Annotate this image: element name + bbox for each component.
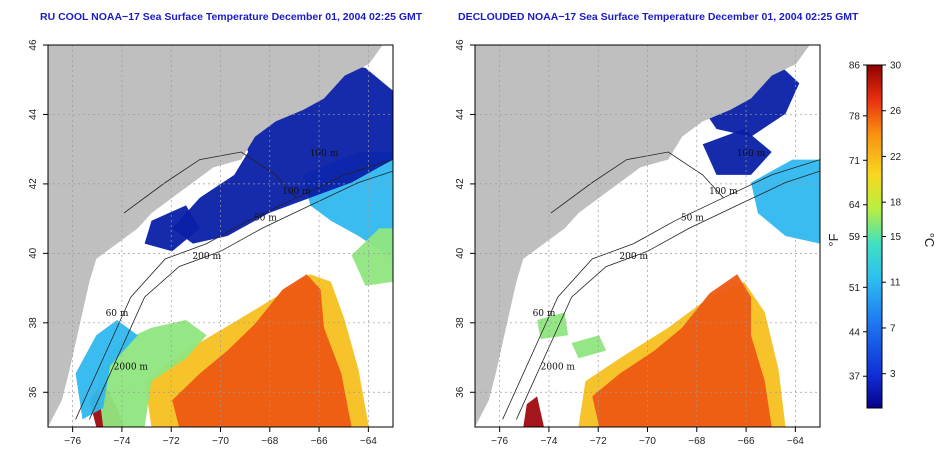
colorbar-fahrenheit-label: 51 — [849, 283, 861, 294]
colorbar-celsius-label: 15 — [890, 232, 902, 243]
right-x-tick-label: −72 — [590, 436, 607, 447]
right-x-tick-label: −70 — [639, 436, 656, 447]
colorbar-celsius-label: 11 — [890, 278, 901, 289]
left-sst-region — [75, 320, 138, 420]
colorbar-fahrenheit-unit: °F — [826, 233, 841, 246]
left-y-tick-label: 36 — [28, 386, 39, 398]
left-x-tick-label: −66 — [311, 436, 328, 447]
right-map-panel: 100 m 100 m 50 m 200 m 60 m 2000 m −76 −74 −72 −7… — [455, 39, 821, 447]
colorbar-fahrenheit-label: 78 — [849, 111, 861, 122]
right-sst-region — [751, 159, 820, 244]
right-isobath-label: 200 m — [619, 252, 648, 262]
right-sst-region — [571, 335, 607, 359]
left-sst-region — [144, 205, 200, 252]
left-sst-region — [172, 60, 393, 244]
left-y-tick-label: 42 — [28, 178, 39, 190]
right-isobath-label: 60 m — [533, 309, 556, 319]
right-y-tick-label: 44 — [455, 108, 466, 120]
right-land-mass — [475, 45, 810, 427]
right-sst-region — [702, 129, 772, 175]
right-isobath-label: 50 m — [681, 214, 704, 224]
colorbar-celsius-label: 18 — [890, 198, 902, 209]
left-isobath-label: 2000 m — [114, 363, 149, 373]
right-x-tick-label: −64 — [787, 436, 804, 447]
right-x-tick-label: −74 — [540, 436, 557, 447]
colorbar-fahrenheit-label: 71 — [849, 156, 861, 167]
right-y-tick-label: 42 — [455, 178, 466, 190]
right-chart-title: DECLOUDED NOAA−17 Sea Surface Temperatur… — [458, 11, 859, 23]
left-x-tick-label: −72 — [163, 436, 180, 447]
left-y-tick-label: 40 — [28, 247, 39, 259]
left-y-tick-label: 38 — [28, 317, 39, 329]
colorbar-gradient — [866, 64, 883, 409]
left-y-tick-label: 44 — [28, 108, 39, 120]
left-x-tick-label: −64 — [360, 436, 377, 447]
right-sst-region — [523, 396, 544, 427]
left-chart-title: RU COOL NOAA−17 Sea Surface Temperature … — [40, 11, 423, 23]
right-isobath-label: 2000 m — [541, 363, 576, 373]
colorbar-fahrenheit-label: 64 — [849, 200, 861, 211]
left-y-tick-label: 46 — [28, 39, 39, 51]
right-x-tick-label: −66 — [738, 436, 755, 447]
right-y-tick-label: 38 — [455, 317, 466, 329]
colorbar-celsius-label: 30 — [890, 61, 902, 72]
right-y-tick-label: 46 — [455, 39, 466, 51]
colorbar-fahrenheit-label: 44 — [849, 327, 861, 338]
colorbar-celsius-label: 22 — [890, 152, 902, 163]
left-isobath-label: 200 m — [192, 252, 221, 262]
left-x-tick-label: −76 — [64, 436, 81, 447]
left-isobath-label: 100 m — [282, 187, 311, 197]
left-x-tick-label: −68 — [261, 436, 278, 447]
right-x-tick-label: −76 — [491, 436, 508, 447]
right-sst-region — [592, 274, 772, 427]
left-isobath-contour — [89, 170, 393, 420]
left-map-panel: 100 m 100 m 50 m 200 m 60 m 2000 m −76 −74 −72 −7… — [28, 39, 394, 447]
colorbar-fahrenheit-label: 37 — [849, 372, 861, 383]
left-x-tick-label: −74 — [113, 436, 130, 447]
right-map-content: 100 m 100 m 50 m 200 m 60 m 2000 m — [475, 45, 820, 427]
colorbar-celsius-label: 7 — [890, 323, 896, 334]
left-isobath-label: 60 m — [106, 309, 129, 319]
left-isobath-label: 100 m — [310, 149, 339, 159]
colorbar-fahrenheit-label: 59 — [849, 232, 861, 243]
left-map-content: 100 m 100 m 50 m 200 m 60 m 2000 m — [48, 45, 393, 427]
colorbar-fahrenheit-label: 86 — [849, 61, 861, 72]
left-isobath-label: 50 m — [254, 214, 277, 224]
right-x-tick-label: −68 — [688, 436, 705, 447]
left-isobath-contour — [75, 159, 393, 420]
right-isobath-label: 100 m — [709, 187, 738, 197]
right-y-tick-label: 36 — [455, 386, 466, 398]
right-y-tick-label: 40 — [455, 247, 466, 259]
right-isobath-contour — [502, 159, 820, 420]
left-sst-region — [172, 274, 352, 427]
right-isobath-contour — [516, 170, 820, 420]
left-sst-region — [351, 228, 393, 286]
right-isobath-label: 100 m — [737, 149, 766, 159]
colorbar-celsius-label: 3 — [890, 369, 896, 380]
left-land-mass — [48, 45, 383, 427]
left-x-tick-label: −70 — [212, 436, 229, 447]
colorbar: 30 26 22 18 15 11 7 3 86 78 71 64 59 51 44 37 °F °C — [826, 61, 937, 409]
colorbar-celsius-unit: °C — [922, 233, 937, 248]
colorbar-celsius-label: 26 — [890, 106, 902, 117]
right-sst-region — [537, 312, 569, 340]
